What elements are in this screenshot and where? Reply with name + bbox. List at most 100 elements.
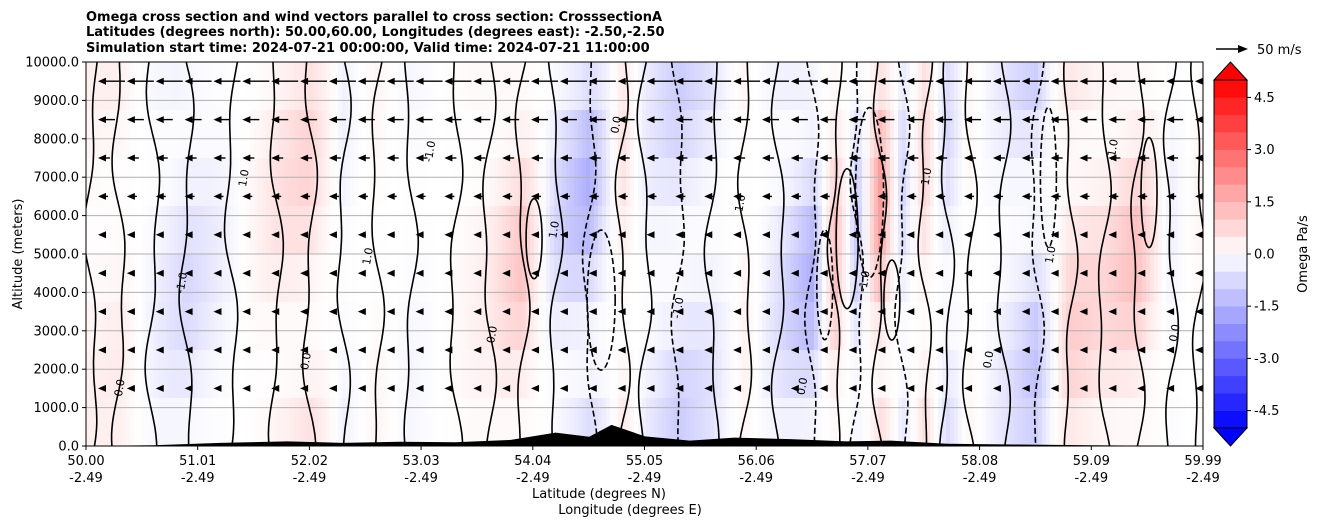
omega-cell xyxy=(962,398,967,446)
colorbar-level xyxy=(1214,80,1247,98)
omega-cell xyxy=(234,398,239,446)
omega-cell xyxy=(262,158,267,207)
omega-cell xyxy=(342,110,347,159)
wind-arrow-head xyxy=(386,269,395,277)
wind-arrow-head xyxy=(906,308,915,316)
omega-cell xyxy=(642,398,647,446)
omega-cell xyxy=(614,110,619,159)
omega-cell xyxy=(314,350,319,399)
omega-cell xyxy=(942,158,947,207)
wind-arrow-head xyxy=(675,154,684,162)
omega-cell xyxy=(486,254,491,303)
wind-arrow-head xyxy=(935,77,944,85)
omega-cell xyxy=(490,62,495,111)
omega-cell xyxy=(954,350,959,399)
omega-cell xyxy=(678,206,683,255)
omega-cell xyxy=(1058,62,1063,111)
colorbar-level xyxy=(1214,393,1247,411)
omega-cell xyxy=(930,302,935,351)
omega-cell xyxy=(630,254,635,303)
omega-cell xyxy=(778,350,783,399)
omega-cell xyxy=(346,254,351,303)
wind-arrow-head xyxy=(1137,308,1146,316)
omega-cell xyxy=(566,206,571,255)
omega-cell xyxy=(922,62,927,111)
omega-cell xyxy=(514,398,519,446)
omega-cell xyxy=(154,398,159,446)
omega-cell xyxy=(1006,206,1011,255)
omega-cell xyxy=(910,110,915,159)
omega-cell xyxy=(866,398,871,446)
omega-cell xyxy=(194,206,199,255)
omega-cell xyxy=(494,254,499,303)
omega-cell xyxy=(358,302,363,351)
omega-cell xyxy=(722,350,727,399)
omega-cell xyxy=(1078,302,1083,351)
omega-cell xyxy=(774,254,779,303)
omega-cell xyxy=(506,302,511,351)
omega-cell xyxy=(614,206,619,255)
colorbar-tick-label: 1.5 xyxy=(1254,195,1275,210)
wind-arrow-head xyxy=(1021,231,1030,239)
wind-arrow-head xyxy=(415,346,424,354)
wind-arrow-head xyxy=(184,269,193,277)
omega-cell xyxy=(626,158,631,207)
omega-cell xyxy=(866,302,871,351)
wind-arrow-head xyxy=(848,231,857,239)
wind-arrow-head xyxy=(155,231,164,239)
wind-arrow-head xyxy=(184,192,193,200)
x-tick-longitude: -2.49 xyxy=(1074,471,1108,486)
omega-cell xyxy=(86,206,91,255)
omega-cell xyxy=(626,110,631,159)
omega-cell xyxy=(242,302,247,351)
omega-cell xyxy=(110,62,115,111)
omega-cell xyxy=(946,110,951,159)
omega-cell xyxy=(366,158,371,207)
omega-cell xyxy=(550,350,555,399)
contour-line xyxy=(223,62,239,446)
omega-cell xyxy=(542,62,547,111)
omega-cell xyxy=(642,350,647,399)
omega-cell xyxy=(778,398,783,446)
omega-cell xyxy=(1054,110,1059,159)
omega-cell xyxy=(422,158,427,207)
omega-cell xyxy=(602,398,607,446)
omega-cell xyxy=(586,110,591,159)
omega-cell xyxy=(734,206,739,255)
omega-cell xyxy=(1070,254,1075,303)
wind-arrow-head xyxy=(1166,269,1175,277)
omega-cell xyxy=(90,62,95,111)
omega-cell xyxy=(578,110,583,159)
omega-cell xyxy=(810,302,815,351)
omega-cell xyxy=(286,398,291,446)
colorbar-level xyxy=(1214,132,1247,150)
colorbar-extend-max xyxy=(1212,61,1249,81)
omega-cell xyxy=(86,254,91,303)
wind-arrow-head xyxy=(790,384,799,392)
omega-cell xyxy=(542,302,547,351)
colorbar-level xyxy=(1214,149,1247,168)
wind-arrow-head xyxy=(675,346,684,354)
omega-cell xyxy=(1014,398,1019,446)
omega-cell xyxy=(246,254,251,303)
omega-cell xyxy=(362,110,367,159)
omega-cell xyxy=(202,110,207,159)
omega-cell xyxy=(226,110,231,159)
omega-cell xyxy=(1126,158,1131,207)
omega-cell xyxy=(650,254,655,303)
omega-cell xyxy=(118,350,123,399)
omega-cell xyxy=(1058,302,1063,351)
omega-cell xyxy=(234,110,239,159)
wind-arrow-head xyxy=(271,346,280,354)
omega-cell xyxy=(974,206,979,255)
wind-arrow-head xyxy=(704,346,713,354)
omega-cell xyxy=(358,206,363,255)
omega-cell xyxy=(886,158,891,207)
omega-cell xyxy=(266,350,271,399)
colorbar-level xyxy=(1214,254,1247,272)
omega-cell xyxy=(778,158,783,207)
omega-cell xyxy=(126,350,131,399)
omega-cell xyxy=(150,302,155,351)
x-tick-latitude: 58.08 xyxy=(961,454,998,469)
wind-arrow-head xyxy=(1166,346,1175,354)
